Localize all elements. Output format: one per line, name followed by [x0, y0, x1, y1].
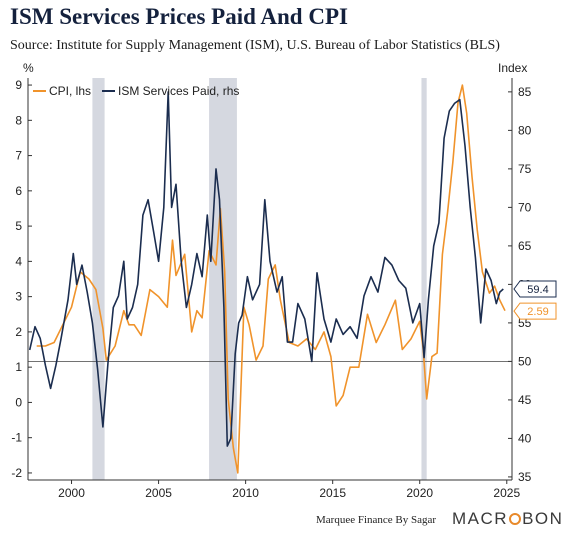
series-line-ism	[28, 91, 504, 447]
left-tick-label: 9	[15, 78, 22, 92]
cpi-end-value-box	[513, 302, 557, 320]
x-tick-label: 2025	[493, 486, 520, 500]
right-tick-label: 65	[518, 239, 532, 253]
left-tick-label: 8	[15, 113, 22, 127]
right-tick-label: 50	[518, 354, 532, 368]
left-tick-label: 1	[15, 360, 22, 374]
left-tick-label: 7	[15, 149, 22, 163]
recession-band-2	[421, 78, 427, 480]
brand-text-right: BOND	[522, 509, 564, 528]
brand-circle-icon	[509, 513, 522, 525]
legend-label-ism: ISM Services Paid, rhs	[118, 84, 239, 98]
left-tick-label: -2	[11, 466, 22, 480]
x-tick-label: 2010	[232, 486, 259, 500]
left-tick-label: 3	[15, 290, 22, 304]
x-tick-label: 2005	[145, 486, 172, 500]
x-tick-label: 2020	[406, 486, 433, 500]
recession-band-0	[92, 78, 105, 480]
x-tick-label: 2000	[58, 486, 85, 500]
left-tick-label: 4	[15, 254, 22, 268]
ism-end-value-box	[513, 280, 557, 298]
cpi-end-value-label: 2.59	[527, 306, 548, 318]
ism-end-value-label: 59.4	[527, 284, 548, 296]
left-tick-label: -1	[11, 431, 22, 445]
left-axis-unit: %	[23, 61, 34, 75]
right-tick-label: 75	[518, 162, 532, 176]
right-tick-label: 80	[518, 123, 532, 137]
brand-text-left: MACR	[452, 509, 509, 528]
left-tick-label: 0	[15, 395, 22, 409]
left-tick-label: 6	[15, 184, 22, 198]
series-line-cpi	[36, 84, 506, 474]
right-axis-unit: Index	[498, 61, 527, 75]
right-tick-label: 45	[518, 393, 532, 407]
x-tick-label: 2015	[319, 486, 346, 500]
macrobond-logo: MACR BOND	[452, 509, 564, 529]
chart-title: ISM Services Prices Paid And CPI	[10, 4, 348, 29]
chart-credit: Marquee Finance By Sagar	[316, 514, 437, 526]
legend-label-cpi: CPI, lhs	[49, 84, 91, 98]
right-tick-label: 40	[518, 431, 532, 445]
chart-subtitle: Source: Institute for Supply Management …	[10, 38, 500, 53]
right-tick-label: 85	[518, 85, 532, 99]
left-tick-label: 5	[15, 219, 22, 233]
right-tick-label: 70	[518, 200, 532, 214]
left-tick-label: 2	[15, 325, 22, 339]
right-tick-label: 35	[518, 470, 532, 484]
